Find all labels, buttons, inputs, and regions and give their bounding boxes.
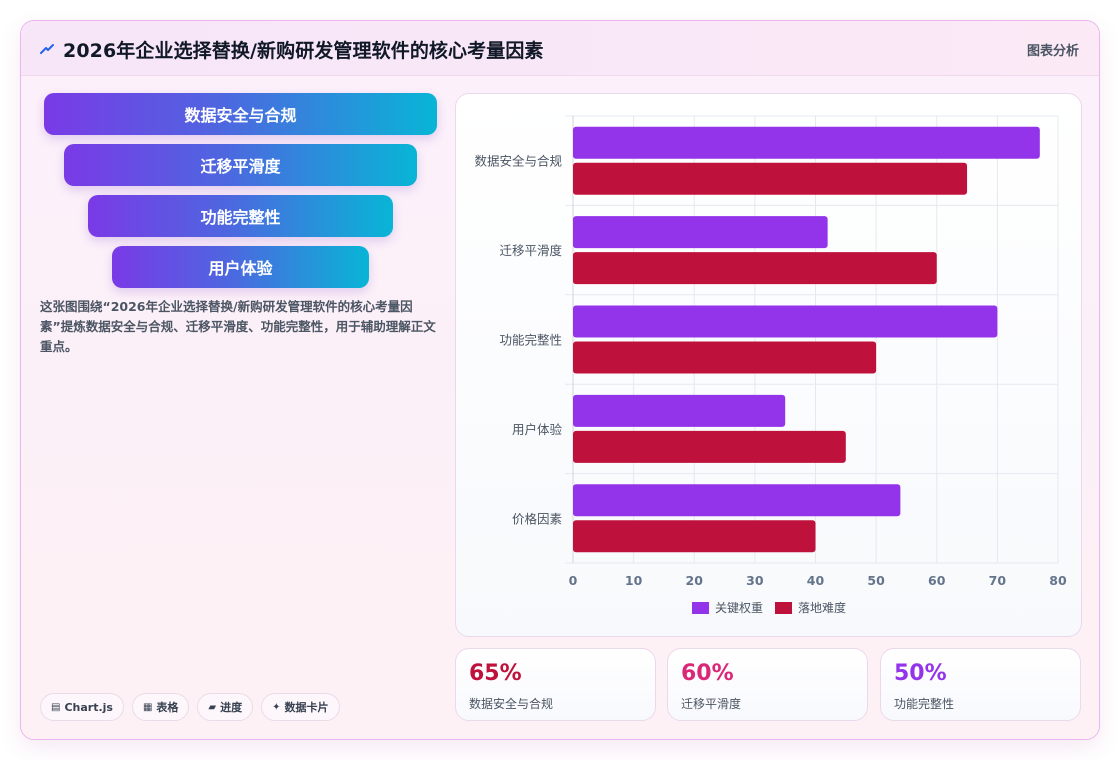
funnel-step-label: 功能完整性	[200, 208, 281, 227]
stat-label: 功能完整性	[894, 697, 955, 711]
chip-label: 数据卡片	[284, 701, 329, 714]
chip-label: 表格	[156, 701, 179, 714]
card-header: 2026年企业选择替换/新购研发管理软件的核心考量因素 图表分析	[21, 21, 1099, 76]
chip-label: 进度	[220, 701, 243, 714]
feature-chips: ▤ Chart.js ▦ 表格 ▰ 进度 ✦ 数据卡片	[40, 693, 340, 721]
chip-chartjs[interactable]: ▤ Chart.js	[40, 693, 124, 721]
stat-label: 数据安全与合规	[469, 697, 554, 711]
x-tick-label: 10	[625, 573, 643, 588]
page-title: 2026年企业选择替换/新购研发管理软件的核心考量因素	[63, 40, 544, 62]
bar-weight	[573, 305, 998, 338]
funnel-step-label: 迁移平滑度	[200, 157, 281, 176]
bar-difficulty	[573, 162, 968, 195]
chip-table[interactable]: ▦ 表格	[131, 693, 190, 721]
funnel-step-3: 功能完整性	[88, 195, 393, 237]
x-tick-label: 80	[1049, 573, 1067, 588]
stat-value: 50%	[894, 661, 947, 686]
funnel-step-1: 数据安全与合规	[44, 93, 437, 135]
x-tick-label: 70	[989, 573, 1007, 588]
x-tick-label: 20	[686, 573, 704, 588]
stat-value: 60%	[681, 661, 734, 686]
legend-swatch	[775, 602, 792, 614]
y-tick-label: 数据安全与合规	[474, 154, 562, 169]
funnel-step-2: 迁移平滑度	[64, 144, 417, 186]
x-tick-label: 0	[569, 573, 578, 588]
chart-panel: 数据安全与合规迁移平滑度功能完整性用户体验价格因素 0 10 20 30 40 50 60 70…	[455, 93, 1082, 637]
chip-progress[interactable]: ▰ 进度	[197, 693, 254, 721]
bar-weight	[573, 216, 828, 249]
bar-difficulty	[573, 252, 937, 285]
chart-card: 2026年企业选择替换/新购研发管理软件的核心考量因素 图表分析 数据安全与合规…	[20, 20, 1100, 740]
x-tick-label: 30	[746, 573, 764, 588]
funnel-step-4: 用户体验	[112, 246, 369, 288]
legend-swatch	[692, 602, 709, 614]
chart-description: 这张图围绕“2026年企业选择替换/新购研发管理软件的核心考量因素”提炼数据安全…	[40, 299, 436, 354]
sparkle-arrow-icon	[40, 44, 54, 54]
y-tick-label: 价格因素	[512, 511, 562, 526]
bar-weight	[573, 126, 1040, 159]
x-tick-label: 60	[928, 573, 946, 588]
funnel-step-label: 数据安全与合规	[184, 106, 297, 125]
bar-difficulty	[573, 520, 816, 553]
x-tick-label: 40	[807, 573, 825, 588]
bar-difficulty	[573, 430, 846, 463]
stat-card-3: 50% 功能完整性	[880, 648, 1081, 721]
chip-data-card[interactable]: ✦ 数据卡片	[261, 693, 340, 721]
stat-value: 65%	[469, 661, 522, 686]
stat-label: 迁移平滑度	[681, 697, 742, 711]
chart-analysis-tag: 图表分析	[1026, 44, 1079, 59]
bar-weight	[573, 484, 901, 517]
stat-card-2: 60% 迁移平滑度	[667, 648, 868, 721]
legend-label: 关键权重	[715, 601, 763, 615]
stat-card-1: 65% 数据安全与合规	[455, 648, 656, 721]
funnel-step-label: 用户体验	[208, 259, 273, 278]
table-icon: ▦	[142, 701, 153, 713]
bar-difficulty	[573, 341, 877, 374]
card-icon: ✦	[272, 701, 281, 713]
x-tick-label: 50	[867, 573, 885, 588]
y-tick-label: 迁移平滑度	[499, 243, 562, 258]
y-tick-label: 用户体验	[512, 422, 563, 437]
chart-icon: ▤	[51, 701, 61, 713]
bar-weight	[573, 394, 786, 427]
chip-label: Chart.js	[64, 700, 113, 714]
y-tick-label: 功能完整性	[499, 333, 562, 348]
progress-icon: ▰	[208, 701, 217, 713]
legend-label: 落地难度	[798, 600, 846, 615]
